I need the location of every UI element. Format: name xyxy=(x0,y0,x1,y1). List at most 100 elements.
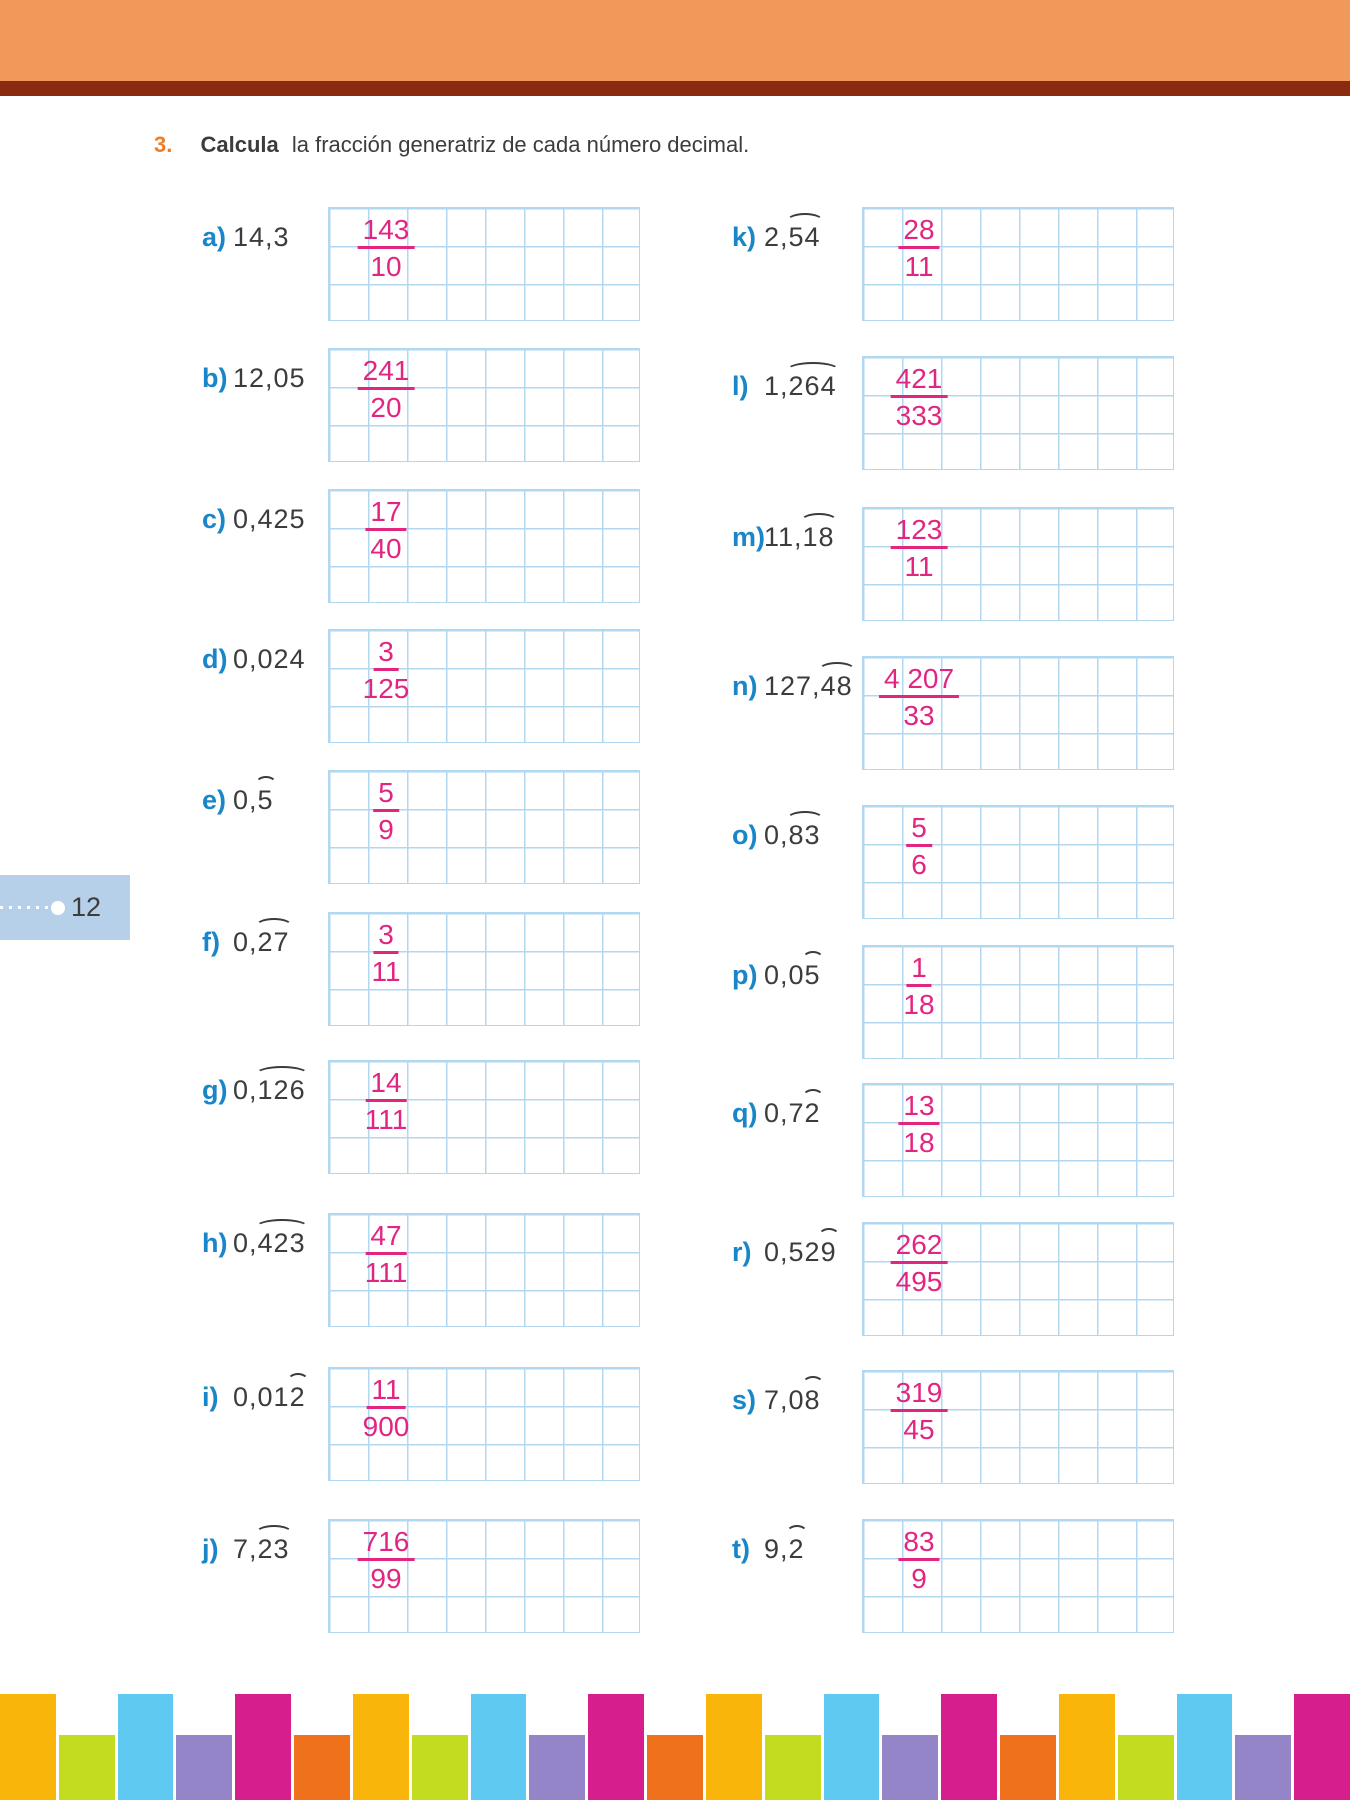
fraction-numerator: 11 xyxy=(366,1368,406,1409)
answer-grid[interactable] xyxy=(862,945,1174,1059)
item-label: m) xyxy=(732,522,765,552)
answer-grid[interactable] xyxy=(862,356,1174,470)
item-label: k) xyxy=(732,222,757,252)
item-decimal-number: 7,08 xyxy=(764,1376,824,1416)
repeating-digits: 2 xyxy=(785,1525,808,1564)
fraction-denominator: 9 xyxy=(911,1563,927,1594)
repeating-digits: 23 xyxy=(254,1525,293,1564)
footer-tile-green xyxy=(58,1735,115,1800)
repeating-digits: 5 xyxy=(801,951,824,990)
repeating-digits: 48 xyxy=(817,662,856,701)
fraction-numerator: 262 xyxy=(890,1223,948,1264)
item-decimal-number: 127,48 xyxy=(764,662,856,702)
footer-tile-cyan xyxy=(1176,1694,1233,1800)
answer-fraction: 28 11 xyxy=(898,208,940,282)
exercise-item: r) 0,529 262 495 xyxy=(0,1222,1350,1340)
fraction-numerator: 47 xyxy=(365,1214,407,1255)
fraction-denominator: 20 xyxy=(370,392,402,423)
item-decimal-number: 0,72 xyxy=(764,1089,824,1129)
footer-tile-magenta xyxy=(235,1694,292,1800)
decimal-prefix: 0,7 xyxy=(764,1098,805,1128)
answer-grid[interactable] xyxy=(862,207,1174,321)
item-label: q) xyxy=(732,1098,758,1128)
exercise-item: m) 11,18 123 11 xyxy=(0,507,1350,625)
fraction-denominator: 18 xyxy=(903,1127,935,1158)
item-decimal-number: 0,529 xyxy=(764,1228,840,1268)
decimal-prefix: 0,425 xyxy=(233,504,306,534)
fraction-denominator: 111 xyxy=(364,1257,408,1288)
answer-grid[interactable] xyxy=(862,1222,1174,1336)
answer-grid[interactable] xyxy=(862,1519,1174,1633)
answer-grid[interactable] xyxy=(862,1370,1174,1484)
answer-grid[interactable] xyxy=(328,1519,640,1633)
item-label: s) xyxy=(732,1385,757,1415)
decimal-prefix: 0, xyxy=(233,1228,258,1258)
answer-fraction: 3 125 xyxy=(363,630,410,703)
answer-grid[interactable] xyxy=(328,489,640,603)
exercise-item: q) 0,72 13 18 xyxy=(0,1083,1350,1201)
footer-tile-purple xyxy=(882,1735,939,1800)
item-label: t) xyxy=(732,1534,750,1564)
item-label: i) xyxy=(202,1382,219,1412)
item-label: f) xyxy=(202,927,220,957)
answer-grid[interactable] xyxy=(328,348,640,462)
exercise-item: g) 0,126 14 111 xyxy=(0,1060,1350,1178)
answer-grid[interactable] xyxy=(328,1060,640,1174)
fraction-denominator: 11 xyxy=(904,251,934,282)
footer-tile-purple xyxy=(176,1735,233,1800)
answer-fraction: 143 10 xyxy=(357,208,415,281)
item-label: b) xyxy=(202,363,228,393)
item-decimal-number: 0,425 xyxy=(233,504,306,535)
item-decimal-number: 0,5 xyxy=(233,776,277,816)
item-label: r) xyxy=(732,1237,752,1267)
header-stripe xyxy=(0,81,1350,96)
answer-grid[interactable] xyxy=(862,656,1174,770)
exercise-item: t) 9,2 83 9 xyxy=(0,1519,1350,1637)
fraction-denominator: 18 xyxy=(903,989,935,1020)
answer-grid[interactable] xyxy=(328,629,640,743)
repeating-digits: 54 xyxy=(785,213,824,252)
repeating-digits: 8 xyxy=(801,1376,824,1415)
page-number: 12 xyxy=(71,892,102,922)
fraction-denominator: 45 xyxy=(903,1414,935,1445)
item-decimal-number: 0,024 xyxy=(233,644,306,675)
item-decimal-number: 2,54 xyxy=(764,213,824,253)
item-decimal-number: 7,23 xyxy=(233,1525,293,1565)
footer-tile-yellow xyxy=(0,1694,56,1800)
answer-grid[interactable] xyxy=(328,1213,640,1327)
repeating-digits: 264 xyxy=(785,362,840,401)
item-decimal-number: 0,05 xyxy=(764,951,824,991)
fraction-denominator: 6 xyxy=(911,849,927,880)
footer-tile-purple xyxy=(1235,1735,1292,1800)
decimal-prefix: 9, xyxy=(764,1534,789,1564)
item-label: d) xyxy=(202,644,228,674)
item-label: a) xyxy=(202,222,227,252)
fraction-numerator: 143 xyxy=(357,208,415,249)
footer-tile-orange xyxy=(647,1735,703,1800)
answer-grid[interactable] xyxy=(328,207,640,321)
item-decimal-number: 11,18 xyxy=(764,513,838,553)
decimal-prefix: 0,024 xyxy=(233,644,306,674)
answer-fraction: 11 900 xyxy=(363,1368,410,1441)
fraction-denominator: 495 xyxy=(895,1266,943,1297)
decimal-prefix: 14,3 xyxy=(233,222,290,252)
answer-grid[interactable] xyxy=(328,770,640,884)
decimal-prefix: 127, xyxy=(764,671,821,701)
exercise-item: p) 0,05 1 18 xyxy=(0,945,1350,1063)
item-decimal-number: 0,423 xyxy=(233,1219,309,1259)
fraction-denominator: 111 xyxy=(364,1104,408,1135)
item-label: h) xyxy=(202,1228,228,1258)
repeating-digits: 5 xyxy=(254,776,277,815)
exercise-item: h) 0,423 47 111 xyxy=(0,1213,1350,1331)
fraction-numerator: 421 xyxy=(890,357,948,398)
answer-grid[interactable] xyxy=(328,1367,640,1481)
answer-grid[interactable] xyxy=(862,805,1174,919)
exercise-item: e) 0,5 5 9 xyxy=(0,770,1350,888)
footer-tile-green xyxy=(764,1735,821,1800)
answer-grid[interactable] xyxy=(862,507,1174,621)
answer-grid[interactable] xyxy=(328,912,640,1026)
fraction-denominator: 40 xyxy=(370,533,402,564)
footer-tile-magenta xyxy=(588,1694,645,1800)
answer-grid[interactable] xyxy=(862,1083,1174,1197)
footer-tile-magenta xyxy=(941,1694,998,1800)
